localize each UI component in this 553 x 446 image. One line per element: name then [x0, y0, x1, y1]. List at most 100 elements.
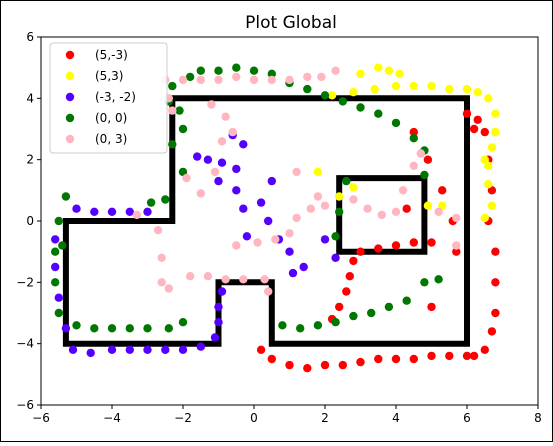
data-point — [214, 176, 223, 186]
data-point — [377, 210, 386, 220]
data-point — [54, 216, 63, 226]
data-point — [178, 75, 188, 85]
data-point — [427, 238, 436, 247]
data-point — [299, 262, 308, 272]
legend-label: (0, 0) — [95, 111, 127, 125]
data-point — [54, 308, 63, 318]
data-point — [480, 155, 489, 164]
data-point — [232, 72, 241, 82]
data-point — [132, 210, 142, 220]
data-point — [168, 81, 177, 91]
data-point — [107, 324, 117, 333]
data-point — [164, 324, 173, 333]
data-point — [409, 134, 418, 143]
data-point — [249, 66, 259, 75]
data-point — [178, 167, 188, 177]
y-tick-label: 0 — [26, 214, 34, 228]
data-point — [473, 115, 482, 125]
data-point — [296, 324, 305, 333]
data-point — [349, 88, 358, 97]
data-point — [51, 262, 60, 272]
data-point — [356, 69, 365, 79]
data-point — [320, 235, 330, 244]
data-point — [452, 247, 461, 256]
data-point — [409, 238, 418, 247]
x-tick-label: −4 — [103, 411, 121, 425]
data-point — [196, 75, 205, 85]
x-tick-label: −6 — [32, 411, 50, 425]
data-point — [61, 324, 71, 333]
data-point — [487, 201, 497, 210]
data-point — [193, 152, 202, 161]
data-point — [90, 207, 99, 216]
data-point — [480, 213, 489, 223]
data-point — [61, 192, 71, 201]
data-point — [374, 244, 383, 253]
data-point — [320, 201, 330, 210]
data-point — [420, 170, 429, 180]
data-point — [72, 321, 81, 330]
data-point — [228, 127, 237, 137]
data-point — [54, 293, 63, 302]
data-point — [416, 149, 425, 158]
data-point — [214, 302, 223, 312]
y-tick-label: 4 — [26, 91, 34, 105]
x-tick-label: 4 — [392, 411, 400, 425]
data-point — [58, 241, 67, 250]
data-point — [264, 287, 273, 296]
data-point — [409, 161, 418, 170]
data-point — [306, 204, 315, 213]
data-point — [267, 176, 276, 186]
data-point — [327, 91, 337, 100]
data-point — [185, 72, 195, 82]
data-point — [469, 124, 479, 134]
legend-marker — [65, 50, 75, 60]
data-point — [239, 140, 248, 149]
data-point — [487, 186, 497, 195]
data-point — [178, 124, 188, 134]
data-point — [391, 81, 401, 91]
data-point — [320, 360, 330, 370]
data-point — [303, 364, 312, 373]
data-point — [335, 302, 344, 312]
data-point — [285, 75, 294, 85]
points-layer — [51, 63, 500, 373]
data-point — [264, 216, 273, 226]
data-point — [292, 213, 301, 223]
data-point — [256, 345, 266, 354]
data-point — [409, 127, 418, 137]
data-point — [356, 247, 365, 256]
data-point — [285, 229, 294, 238]
data-point — [196, 342, 205, 351]
data-point — [285, 247, 294, 256]
legend-box — [49, 42, 168, 154]
data-point — [335, 192, 344, 201]
data-point — [107, 207, 117, 216]
data-point — [445, 351, 454, 361]
data-point — [267, 75, 276, 85]
y-tick-label: −2 — [16, 275, 34, 289]
data-point — [398, 186, 408, 195]
data-point — [271, 235, 280, 244]
data-point — [214, 75, 223, 85]
chart-title: Plot Global — [245, 13, 337, 33]
data-point — [462, 84, 472, 94]
data-point — [409, 354, 418, 364]
x-tick-label: 6 — [463, 411, 471, 425]
data-point — [363, 204, 372, 213]
data-point — [303, 84, 312, 94]
data-point — [427, 351, 436, 361]
data-point — [146, 198, 156, 207]
data-point — [445, 84, 454, 94]
data-point — [143, 207, 152, 216]
data-point — [196, 66, 205, 75]
data-point — [349, 183, 358, 192]
data-point — [178, 318, 188, 327]
series-3 — [51, 130, 340, 358]
data-point — [395, 69, 404, 79]
data-point — [232, 63, 241, 72]
data-point — [242, 232, 252, 241]
data-point — [161, 345, 170, 354]
data-point — [367, 308, 376, 318]
